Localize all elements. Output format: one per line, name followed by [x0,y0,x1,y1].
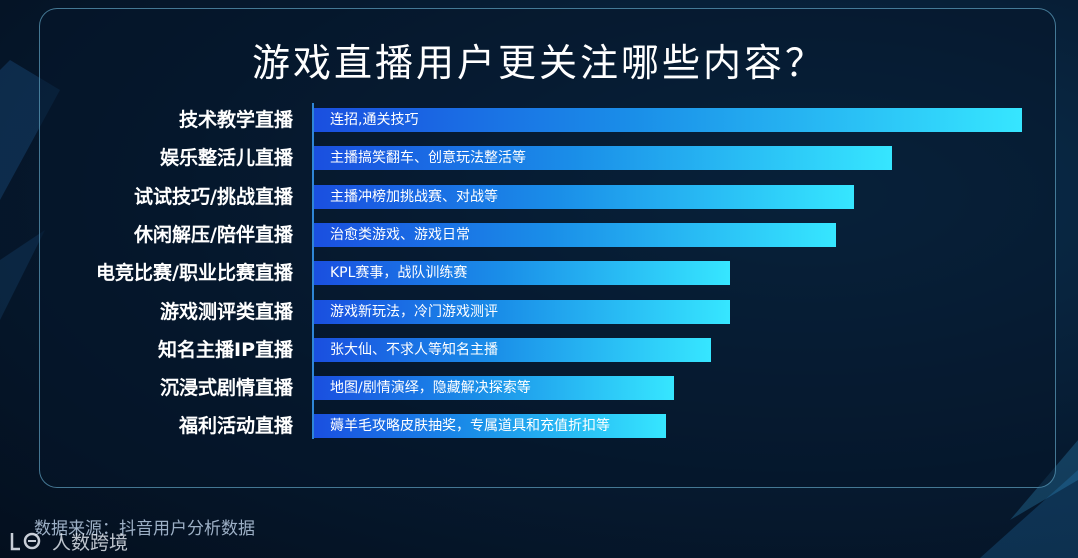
category-label: 沉浸式剧情直播 [159,377,293,400]
bar-label: 主播冲榜加挑战赛、对战等 [330,188,498,205]
category-axis-line [312,103,314,439]
watermark-text: 人数跨境 [52,531,129,554]
bar-row: 娱乐整活儿直播 主播搞笑翻车、创意玩法整活等 [0,146,1078,171]
page-title: 游戏直播用户更关注哪些内容？ [251,41,826,85]
bar [314,414,666,439]
bar [314,108,1022,132]
category-label: 试试技巧/挑战直播 [134,185,293,208]
bar-label: 张大仙、不求人等知名主播 [330,341,498,358]
bar-row: 福利活动直播 薅羊毛攻略皮肤抽奖，专属道具和充值折扣等 [0,414,1078,439]
category-label: 知名主播IP直播 [158,338,293,361]
bar-label: 游戏新玩法，冷门游戏测评 [330,303,498,320]
bar-label: 薅羊毛攻略皮肤抽奖，专属道具和充值折扣等 [330,418,610,435]
watermark: 人数跨境 [8,528,128,554]
bar [314,337,712,362]
bar-label: 主播搞笑翻车、创意玩法整活等 [330,150,526,167]
bar-row: 电竞比赛/职业比赛直播 KPL赛事，战队训练赛 [0,261,1078,286]
bar-row: 沉浸式剧情直播 地图/剧情演绎，隐藏解决探索等 [0,376,1078,401]
data-source: 数据来源：抖音用户分析数据 [34,519,255,539]
category-label: 技术教学直播 [178,109,293,131]
bar [314,261,730,286]
bar [314,299,730,324]
watermark-logo-icon [10,532,41,551]
bar-label: 连招,通关技巧 [330,112,419,128]
bar-row: 试试技巧/挑战直播 主播冲榜加挑战赛、对战等 [0,184,1078,209]
bar-row: 技术教学直播 连招,通关技巧 [0,108,1078,132]
bar [314,146,892,171]
category-label: 电竞比赛/职业比赛直播 [96,262,293,285]
bar-row: 游戏测评类直播 游戏新玩法，冷门游戏测评 [0,299,1078,324]
category-label: 娱乐整活儿直播 [159,147,293,170]
bar [314,222,836,247]
bar [314,376,675,401]
category-label: 休闲解压/陪伴直播 [134,223,293,246]
bar-row: 知名主播IP直播 张大仙、不求人等知名主播 [0,337,1078,362]
bar-row: 休闲解压/陪伴直播 治愈类游戏、游戏日常 [0,222,1078,247]
bar [314,184,855,209]
bar-label: 地图/剧情演绎，隐藏解决探索等 [330,380,531,397]
bar-label: 治愈类游戏、游戏日常 [330,226,470,243]
bar-label: KPL赛事，战队训练赛 [330,265,468,282]
category-label: 游戏测评类直播 [159,300,293,323]
chart-panel [39,8,1056,488]
category-label: 福利活动直播 [178,415,293,438]
